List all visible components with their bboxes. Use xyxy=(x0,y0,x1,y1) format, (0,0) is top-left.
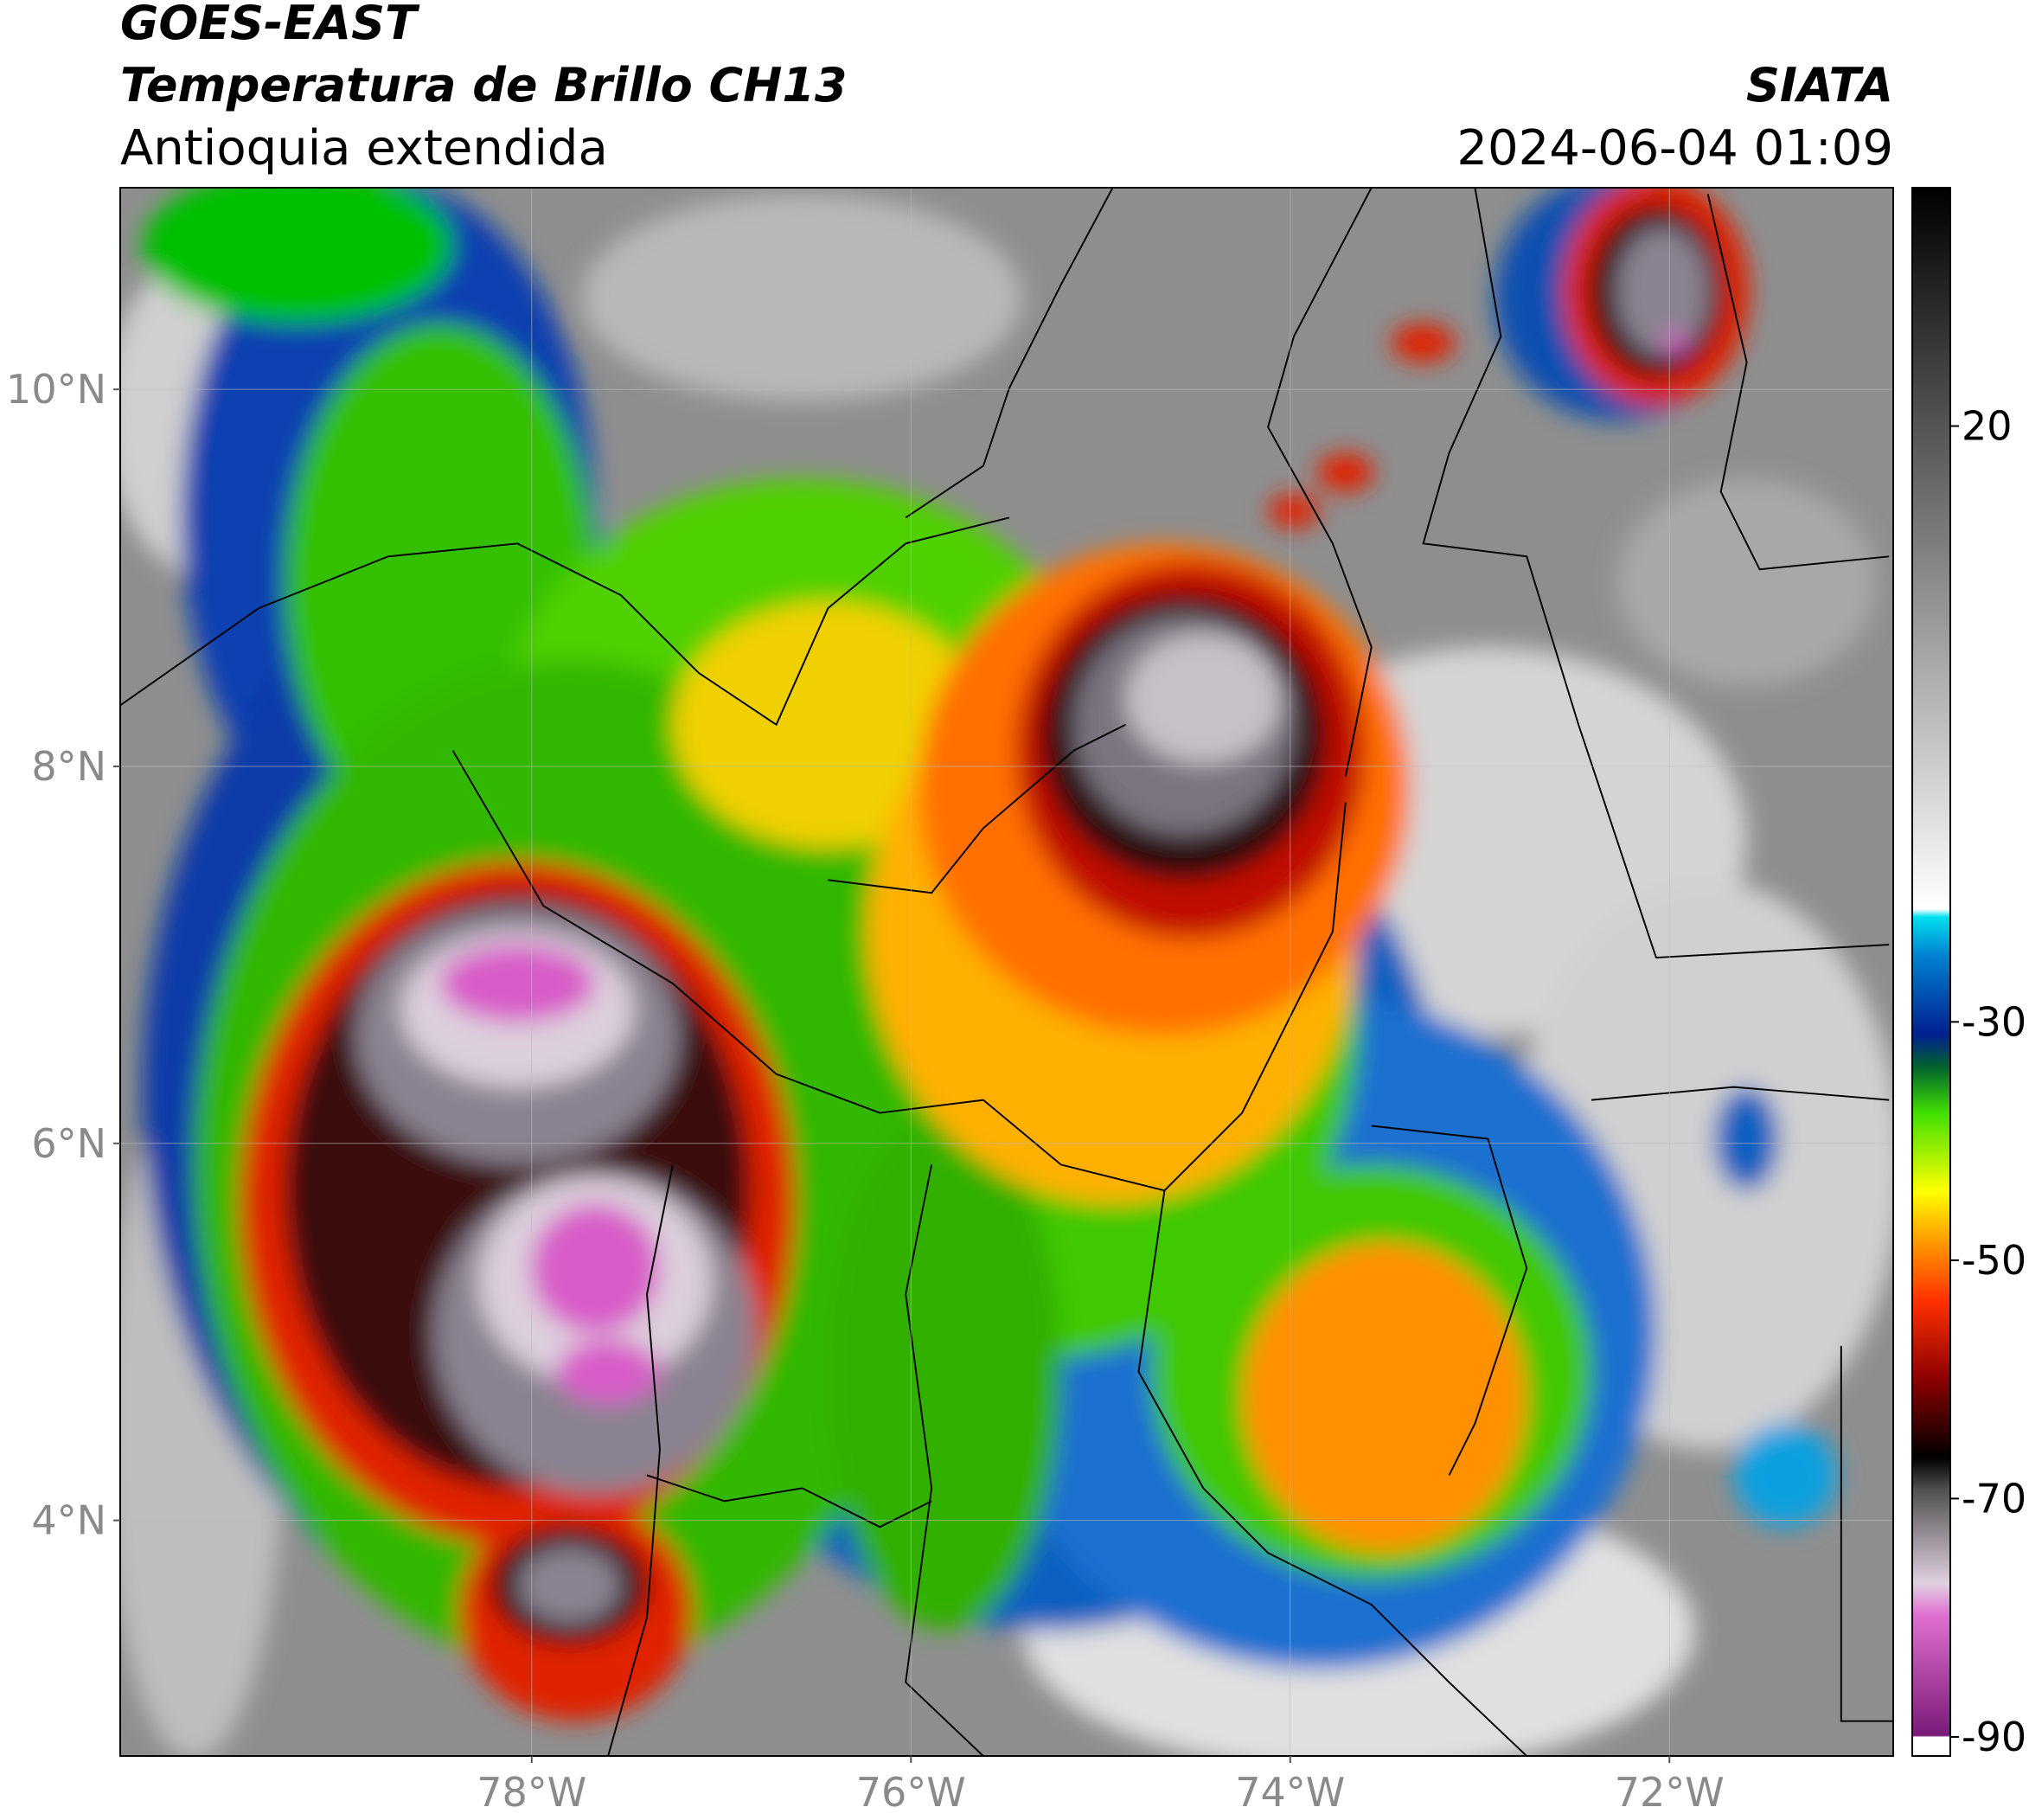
x-tick-label: 74°W xyxy=(1235,1769,1345,1816)
imagery xyxy=(120,187,1893,1757)
colorbar xyxy=(1911,187,1951,1757)
colorbar-tick-label: -90 xyxy=(1962,1714,2026,1760)
colorbar-tick-label: 20 xyxy=(1962,403,2013,450)
colorbar-tick-label: -70 xyxy=(1962,1475,2026,1522)
y-tick-label: 6°N xyxy=(31,1120,106,1167)
x-tick-label: 72°W xyxy=(1615,1769,1725,1816)
grid xyxy=(120,188,1893,1756)
colorbar-tick-label: -50 xyxy=(1962,1237,2026,1284)
source: SIATA xyxy=(1746,58,1893,112)
region: Antioquia extendida xyxy=(120,120,608,176)
y-tick-label: 8°N xyxy=(31,743,106,790)
colorbar-tick-label: -30 xyxy=(1962,998,2026,1045)
title: GOES-EAST xyxy=(120,0,420,50)
y-tick-label: 4°N xyxy=(31,1497,106,1544)
map-frame xyxy=(119,187,1894,1757)
subtitle: Temperatura de Brillo CH13 xyxy=(120,58,848,112)
y-tick-label: 10°N xyxy=(6,366,106,413)
datetime: 2024-06-04 01:09 xyxy=(1456,120,1893,176)
x-tick-label: 78°W xyxy=(477,1769,586,1816)
x-tick-label: 76°W xyxy=(856,1769,966,1816)
